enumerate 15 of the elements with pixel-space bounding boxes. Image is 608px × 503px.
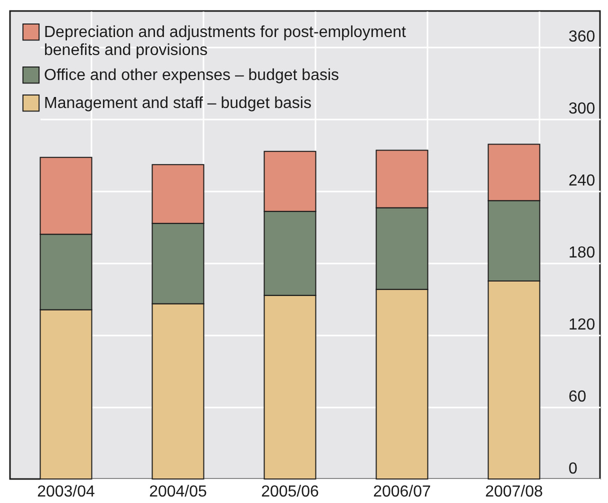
x-tick-label: 2007/08 [485,484,544,500]
y-tick-label: 60 [568,388,586,406]
y-tick-label: 120 [568,316,596,334]
y-tick-label: 180 [568,244,596,262]
y-tick-label: 0 [568,460,578,478]
x-tick-label: 2004/05 [149,484,208,500]
legend-label: Office and other expenses – budget basis [44,67,340,84]
legend-label: Depreciation and adjustments for post-employment benefits and provisions [44,24,407,59]
x-tick-label: 2005/06 [261,484,320,500]
y-tick-label: 360 [568,28,596,46]
legend-label: Management and staff – budget basis [44,95,312,112]
y-tick-label: 300 [568,100,596,118]
x-tick-label: 2003/04 [37,484,96,500]
y-tick-label: 240 [568,172,596,190]
x-tick-label: 2006/07 [373,484,432,500]
